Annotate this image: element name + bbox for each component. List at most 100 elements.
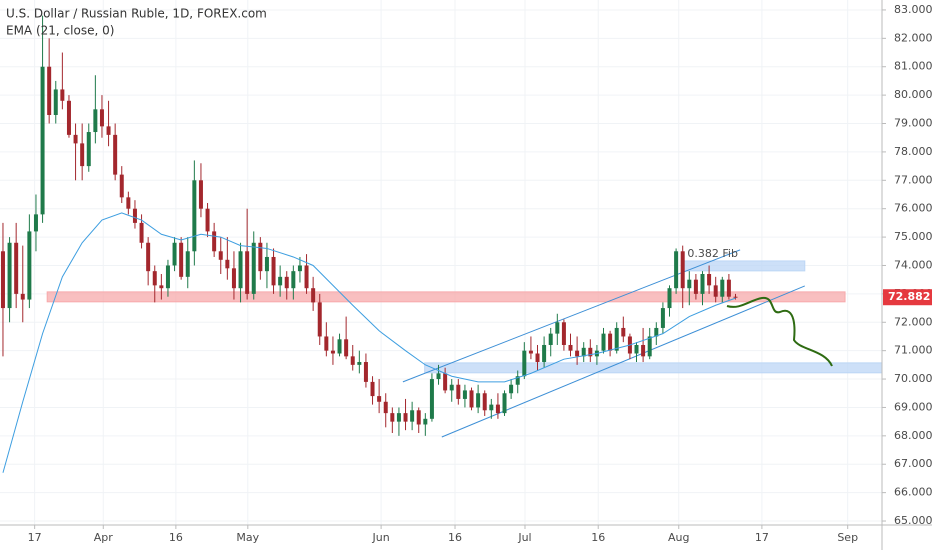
candle-body — [172, 242, 177, 266]
candle-body — [271, 256, 276, 286]
candle-body — [700, 273, 705, 294]
candle-body — [462, 390, 467, 399]
candle-body — [410, 410, 415, 422]
x-tick-label: 16 — [448, 531, 462, 544]
candle-body — [132, 208, 137, 223]
trendline — [441, 285, 805, 438]
candle-body — [33, 214, 38, 232]
candle-body — [561, 322, 566, 345]
candle-body — [436, 373, 441, 380]
candle-body — [47, 66, 52, 115]
candle-body — [192, 180, 197, 252]
candle-body — [113, 134, 118, 175]
candle-body — [680, 251, 685, 289]
candle-body — [251, 242, 256, 294]
candle-body — [660, 308, 665, 328]
candle-body — [185, 251, 190, 277]
candle-body — [443, 373, 448, 391]
candle-body — [66, 100, 71, 135]
candle-body — [575, 350, 580, 357]
candle-body — [73, 134, 78, 144]
x-tick-label: Jun — [372, 531, 390, 544]
candle-body — [429, 379, 434, 419]
y-tick-label: 76.000 — [894, 202, 932, 215]
candle-body — [502, 393, 507, 414]
candle-body — [423, 418, 428, 425]
annotation: 0.382 Fib — [687, 247, 738, 260]
candle-body — [20, 293, 25, 300]
candle-body — [403, 413, 408, 422]
candle-body — [390, 413, 395, 422]
x-tick-label: Apr — [94, 531, 114, 544]
candle-body — [535, 353, 540, 363]
candle-body — [469, 390, 474, 408]
candle-body — [99, 109, 104, 127]
candle-body — [205, 208, 210, 232]
candle-body — [370, 381, 375, 397]
chart-title: U.S. Dollar / Russian Ruble, 1D, FOREX.c… — [6, 7, 267, 21]
y-tick-label: 71.000 — [894, 344, 932, 357]
projection-path — [726, 296, 833, 367]
candle-body — [60, 89, 65, 101]
candle-body — [238, 251, 243, 289]
candle-body — [53, 89, 58, 115]
candle-body — [733, 296, 738, 298]
zones — [46, 249, 883, 438]
legend-entry: EMA (21, close, 0) — [6, 24, 114, 38]
y-tick-label: 77.000 — [894, 173, 932, 186]
candle-body — [667, 288, 672, 309]
last-price-label: 72.882 — [888, 290, 930, 303]
candle-body — [456, 384, 461, 399]
candle-body — [350, 356, 355, 365]
candle-body — [297, 265, 302, 272]
candle-body — [363, 362, 368, 382]
candle-body — [621, 327, 626, 337]
y-tick-label: 83.000 — [894, 3, 932, 16]
candle-body — [146, 242, 151, 272]
x-tick-label: May — [236, 531, 259, 544]
candle-body — [528, 350, 533, 354]
candle-body — [198, 180, 203, 209]
candle-body — [476, 393, 481, 408]
candle-body — [588, 347, 593, 357]
candle-body — [720, 279, 725, 297]
candle-body — [258, 242, 263, 272]
y-tick-label: 65.000 — [894, 514, 932, 527]
candle-body — [608, 333, 613, 351]
candle-body — [119, 174, 124, 198]
candle-body — [179, 242, 184, 277]
candle-body — [264, 256, 269, 272]
candle-body — [357, 362, 362, 365]
candle-body — [0, 251, 5, 309]
candle-body — [225, 259, 230, 269]
y-tick-label: 70.000 — [894, 372, 932, 385]
candle-body — [647, 336, 652, 357]
candle-body — [139, 222, 144, 243]
candle-body — [489, 404, 494, 411]
candle-body — [396, 413, 401, 422]
candle-body — [159, 285, 164, 289]
candle-body — [231, 268, 236, 289]
y-tick-label: 72.000 — [894, 315, 932, 328]
candle-body — [337, 339, 342, 354]
candle-body — [86, 132, 91, 167]
candle-body — [291, 271, 296, 289]
y-tick-label: 67.000 — [894, 457, 932, 470]
candle-body — [634, 344, 639, 354]
candle-body — [304, 265, 309, 289]
y-tick-label: 68.000 — [894, 429, 932, 442]
x-tick-label: 16 — [169, 531, 183, 544]
candle-body — [324, 336, 329, 351]
candle-body — [7, 242, 12, 309]
y-tick-label: 66.000 — [894, 486, 932, 499]
candle-body — [126, 197, 131, 209]
candle-body — [40, 66, 45, 215]
candle-body — [726, 279, 731, 297]
candle-body — [568, 344, 573, 351]
y-tick-label: 79.000 — [894, 117, 932, 130]
candle-body — [152, 271, 157, 286]
y-tick-label: 80.000 — [894, 88, 932, 101]
plot: 0.382 Fib — [0, 15, 738, 473]
y-tick-label: 74.000 — [894, 258, 932, 271]
grid — [0, 0, 882, 525]
